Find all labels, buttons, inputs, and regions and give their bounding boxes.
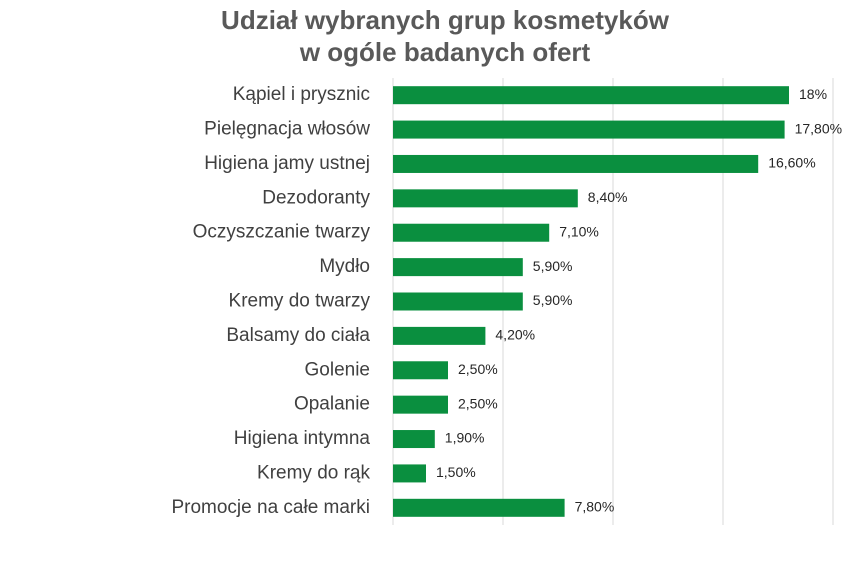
value-label: 1,90% [445, 430, 485, 446]
value-label: 2,50% [458, 361, 498, 377]
y-tick-label: Opalanie [294, 394, 370, 415]
y-tick-label: Dezodoranty [262, 187, 370, 208]
bar [393, 189, 578, 208]
value-label: 5,90% [533, 292, 573, 308]
value-label: 1,50% [436, 464, 476, 480]
y-tick-label: Kremy do twarzy [229, 291, 371, 312]
bar [393, 292, 523, 311]
y-tick-label: Golenie [305, 359, 371, 380]
value-label: 5,90% [533, 258, 573, 274]
bar [393, 464, 426, 483]
bar [393, 86, 789, 105]
bar [393, 395, 448, 414]
value-label: 8,40% [588, 189, 628, 205]
y-tick-label: Higiena intymna [234, 428, 371, 449]
y-tick-label: Promocje na całe marki [171, 497, 370, 518]
y-tick-label: Kremy do rąk [257, 462, 370, 483]
y-tick-label: Oczyszczanie twarzy [193, 222, 371, 243]
y-tick-label: Higiena jamy ustnej [204, 153, 370, 174]
bar [393, 258, 523, 277]
bar [393, 120, 785, 139]
value-label: 7,10% [559, 223, 599, 239]
bar [393, 361, 448, 380]
value-label: 18% [799, 86, 827, 102]
bar [393, 223, 550, 242]
y-tick-label: Kąpiel i prysznic [233, 84, 370, 105]
bar [393, 154, 759, 173]
bar [393, 498, 565, 517]
value-label: 2,50% [458, 395, 498, 411]
value-label: 17,80% [795, 120, 842, 136]
y-tick-label: Balsamy do ciała [226, 325, 370, 346]
chart-title: Udział wybranych grup kosmetyków [221, 5, 670, 35]
chart-title: w ogóle badanych ofert [299, 37, 591, 67]
bar [393, 430, 435, 449]
value-label: 7,80% [575, 499, 615, 515]
y-tick-label: Pielęgnacja włosów [204, 119, 370, 140]
y-tick-label: Mydło [319, 256, 370, 277]
value-label: 16,60% [768, 155, 815, 171]
bar [393, 326, 486, 345]
value-label: 4,20% [495, 327, 535, 343]
